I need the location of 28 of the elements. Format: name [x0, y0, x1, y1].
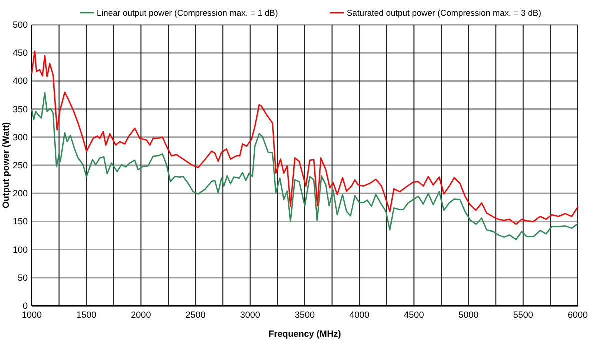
y-tick-label: 400 [12, 76, 28, 86]
line-series [31, 92, 579, 240]
y-tick-label: 450 [12, 48, 28, 58]
legend-label: Saturated output power (Compression max. = 3 dB) [347, 8, 542, 18]
x-tick-label: 1500 [76, 310, 97, 320]
y-tick-label: 300 [12, 132, 28, 142]
x-tick-label: 3500 [294, 310, 316, 320]
y-axis-title: Output power (Watt) [1, 122, 11, 209]
y-tick-label: 100 [12, 244, 28, 255]
x-tick-label: 5000 [458, 310, 479, 320]
line-series [31, 50, 579, 226]
y-tick-label: 150 [12, 216, 28, 227]
y-tick-label: 200 [12, 188, 28, 199]
x-tick-label: 4000 [350, 310, 370, 320]
x-tick-label: 2500 [186, 310, 206, 320]
x-axis-title: Frequency (MHz) [268, 329, 342, 339]
x-tick-label: 2000 [131, 310, 152, 320]
x-tick-label: 6000 [568, 310, 588, 320]
y-tick-label: 0 [22, 301, 28, 311]
x-tick-label: 1000 [22, 310, 42, 320]
x-tick-label: 3000 [240, 310, 260, 320]
y-tick-label: 250 [12, 160, 28, 170]
x-tick-label: 4500 [404, 310, 424, 320]
y-tick-label: 350 [12, 104, 28, 114]
y-tick-label: 500 [12, 20, 28, 30]
y-tick-label: 50 [18, 272, 28, 283]
legend-label: Linear output power (Compression max. = 1 dB) [97, 8, 278, 18]
x-tick-label: 5500 [513, 310, 534, 320]
